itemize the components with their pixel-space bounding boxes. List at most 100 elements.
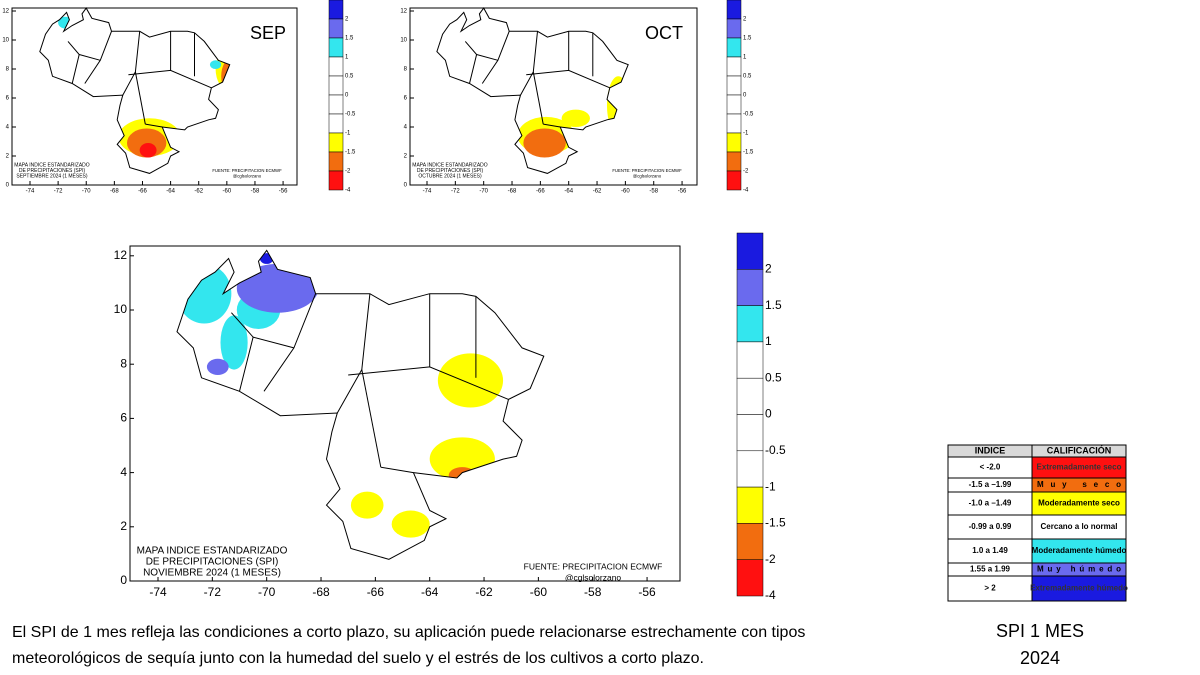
description-line: El SPI de 1 mes refleja las condiciones … bbox=[12, 624, 805, 641]
y-tick-label: 10 bbox=[400, 38, 407, 44]
map-caption: DE PRECIPITACIONES (SPI) bbox=[19, 168, 86, 174]
state-border bbox=[128, 69, 212, 89]
y-tick-label: 8 bbox=[404, 67, 408, 73]
colorbar-label: 2 bbox=[345, 17, 349, 23]
table-cell bbox=[947, 538, 1033, 564]
colorbar-band bbox=[328, 56, 344, 77]
spi-area bbox=[139, 142, 157, 158]
x-tick-label: -56 bbox=[279, 189, 288, 195]
spi-area bbox=[614, 125, 629, 149]
table-rating: Cercano a lo normal bbox=[1041, 522, 1118, 531]
state-border bbox=[520, 31, 538, 96]
colorbar-label: -1 bbox=[765, 479, 776, 493]
spi-area bbox=[429, 437, 495, 481]
colorbar-label: -1.5 bbox=[765, 516, 786, 530]
state-border bbox=[252, 336, 295, 349]
footer-title: 2024 bbox=[1020, 648, 1060, 668]
month-label: SEP bbox=[250, 23, 286, 43]
table-cell bbox=[1031, 514, 1127, 540]
table-rating: Muy húmedo bbox=[1037, 565, 1121, 574]
spi-area bbox=[555, 502, 577, 535]
colorbar-label: 1 bbox=[765, 334, 772, 348]
spi-area bbox=[437, 353, 504, 408]
colorbar-label: 1.5 bbox=[765, 298, 782, 312]
table-index: -0.99 a 0.99 bbox=[969, 522, 1012, 531]
colorbar-band bbox=[736, 523, 764, 560]
table-cell bbox=[947, 575, 1033, 602]
colorbar-band bbox=[328, 18, 344, 39]
plot-frame bbox=[11, 7, 298, 186]
colorbar-label: -4 bbox=[345, 188, 351, 194]
table-rating: Moderadamente húmedo bbox=[1032, 546, 1127, 555]
spi-areas bbox=[58, 16, 230, 158]
x-tick-label: -72 bbox=[54, 189, 63, 195]
colorbar-label: -1.5 bbox=[345, 150, 356, 156]
x-tick-label: -56 bbox=[638, 585, 656, 599]
y-tick-label: 12 bbox=[2, 9, 9, 15]
table-rating: Extremadamente húmedo bbox=[1030, 584, 1128, 593]
x-tick-label: -70 bbox=[82, 189, 91, 195]
country-outline bbox=[436, 7, 629, 174]
table-index: > 2 bbox=[984, 584, 996, 593]
y-tick-label: 12 bbox=[114, 248, 128, 262]
colorbar-band bbox=[726, 37, 742, 58]
x-tick-label: -64 bbox=[166, 189, 175, 195]
x-tick-label: -62 bbox=[194, 189, 203, 195]
map-caption: MAPA INDICE ESTANDARIZADO bbox=[137, 546, 288, 557]
state-border bbox=[476, 54, 499, 61]
colorbar-label: 0 bbox=[345, 93, 349, 99]
colorbar-label: 0 bbox=[765, 407, 772, 421]
table-cell bbox=[1031, 477, 1127, 493]
x-tick-label: -66 bbox=[367, 585, 385, 599]
x-tick-label: -68 bbox=[508, 189, 517, 195]
spi-area bbox=[391, 510, 430, 538]
plot-frame bbox=[129, 245, 681, 582]
colorbar-label: -2 bbox=[743, 169, 749, 175]
colorbar-band bbox=[726, 151, 742, 172]
y-tick-label: 8 bbox=[120, 356, 127, 370]
map-caption: NOVIEMBRE 2024 (1 MESES) bbox=[143, 568, 281, 579]
colorbar-band bbox=[726, 132, 742, 153]
spi-area bbox=[127, 128, 167, 158]
map-caption: SEPTIEMBRE 2024 (1 MESES) bbox=[16, 173, 87, 179]
table-rating: Extremadamente seco bbox=[1037, 463, 1122, 472]
x-tick-label: -72 bbox=[204, 585, 222, 599]
colorbar-label: 2 bbox=[743, 17, 747, 23]
table-cell bbox=[1031, 575, 1127, 602]
colorbar-label: -1 bbox=[345, 131, 351, 137]
map-panel: -74 -72 -70 -68 -66 -64 -62 -60 -58 -56121086420M… bbox=[114, 232, 786, 602]
spi-area bbox=[221, 111, 230, 158]
x-tick-label: -60 bbox=[223, 189, 232, 195]
y-tick-label: 0 bbox=[6, 183, 10, 189]
colorbar-band bbox=[736, 269, 764, 306]
x-tick-label: -70 bbox=[258, 585, 276, 599]
spi-areas bbox=[177, 253, 577, 538]
y-tick-label: 10 bbox=[114, 302, 128, 316]
x-tick-label: -66 bbox=[138, 189, 147, 195]
x-tick-label: -58 bbox=[584, 585, 602, 599]
y-tick-label: 4 bbox=[120, 465, 127, 479]
colorbar-label: -4 bbox=[765, 588, 776, 602]
table-index: 1.55 a 1.99 bbox=[970, 565, 1011, 574]
colorbar-label: -1 bbox=[743, 131, 749, 137]
map-panel: -74 -72 -70 -68 -66 -64 -62 -60 -58 -56121086420S… bbox=[2, 0, 356, 195]
y-tick-label: 6 bbox=[404, 96, 408, 102]
y-tick-label: 12 bbox=[400, 9, 407, 15]
state-border bbox=[79, 54, 101, 61]
y-tick-label: 4 bbox=[404, 125, 408, 131]
colorbar-label: 0.5 bbox=[765, 370, 782, 384]
colorbar-label: 1 bbox=[743, 55, 747, 61]
colorbar-label: -2 bbox=[765, 552, 776, 566]
colorbar-band bbox=[328, 37, 344, 58]
colorbar-band bbox=[726, 0, 742, 20]
map-caption: DE PRECIPITACIONES (SPI) bbox=[146, 557, 279, 568]
x-tick-label: -68 bbox=[312, 585, 330, 599]
y-tick-label: 8 bbox=[6, 67, 10, 73]
map-caption: MAPA INDICE ESTANDARIZADO bbox=[412, 162, 487, 168]
x-tick-label: -72 bbox=[451, 189, 460, 195]
state-border bbox=[134, 71, 146, 125]
colorbar-band bbox=[328, 170, 344, 191]
month-label: OCT bbox=[645, 23, 683, 43]
state-border bbox=[543, 123, 561, 128]
